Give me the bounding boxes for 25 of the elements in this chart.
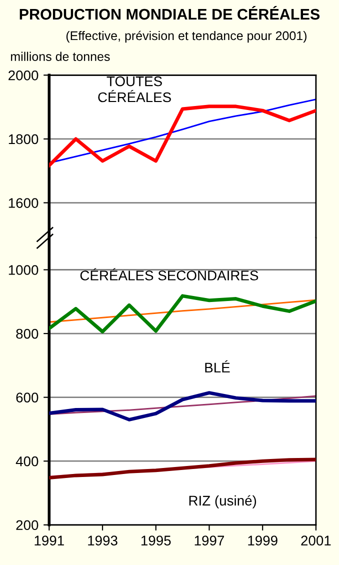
x-tick-label: 1995 bbox=[141, 536, 171, 546]
line-series bbox=[49, 391, 316, 422]
x-tick-label: 1991 bbox=[34, 536, 64, 546]
y-tick-label: 1800 bbox=[8, 134, 38, 144]
y-tick-label: 400 bbox=[16, 456, 38, 466]
series-label: BLÉ bbox=[205, 360, 230, 372]
y-tick-label: 2000 bbox=[8, 70, 38, 80]
line-series bbox=[49, 294, 316, 334]
x-tick-label: 2001 bbox=[301, 536, 331, 546]
x-tick-label: 1997 bbox=[194, 536, 224, 546]
x-tick-label: 1993 bbox=[88, 536, 118, 546]
y-tick-label: 200 bbox=[16, 520, 38, 530]
y-tick-label: 600 bbox=[16, 392, 38, 402]
y-axis-title: millions de tonnes bbox=[11, 52, 110, 61]
y-tick-label: 800 bbox=[16, 328, 38, 339]
chart-title: PRODUCTION MONDIALE DE CÉRÉALES bbox=[20, 6, 320, 20]
x-tick-label: 1999 bbox=[248, 536, 278, 546]
line-series bbox=[49, 395, 316, 415]
series-label: RIZ (usiné) bbox=[189, 495, 256, 508]
y-tick-label: 1000 bbox=[8, 265, 38, 275]
series-label: CÉRÉALES SECONDAIRES bbox=[80, 268, 258, 280]
y-tick-label: 1600 bbox=[8, 198, 38, 208]
series-label: TOUTES CÉRÉALES bbox=[98, 76, 171, 102]
line-series bbox=[49, 299, 316, 323]
chart-subtitle: (Effective, prévision et tendance pour 2001) bbox=[66, 30, 306, 43]
